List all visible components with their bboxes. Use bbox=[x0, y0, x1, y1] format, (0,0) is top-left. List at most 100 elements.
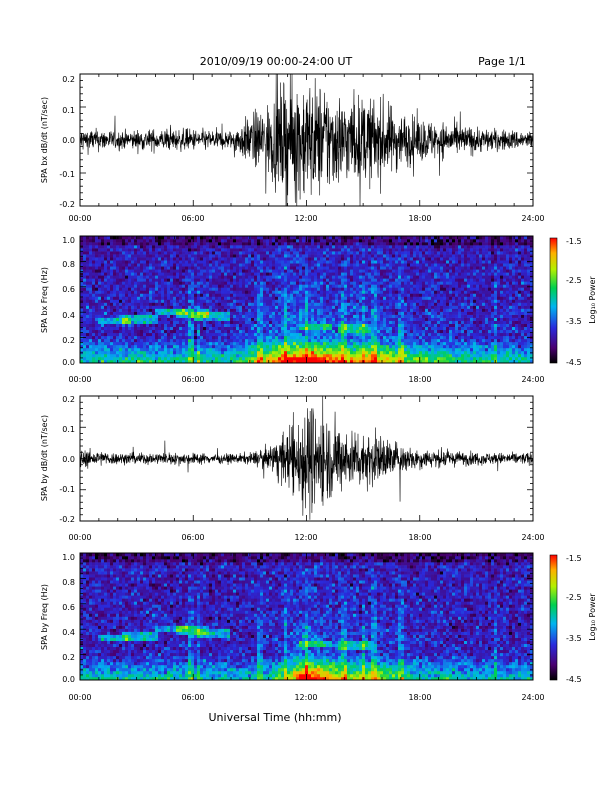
spectrogram-cell bbox=[227, 245, 231, 249]
spectrogram-cell bbox=[416, 251, 420, 255]
spectrogram-cell bbox=[278, 266, 282, 270]
spectrogram-cell bbox=[143, 326, 147, 331]
spectrogram-cell bbox=[332, 245, 336, 249]
spectrogram-cell bbox=[197, 293, 201, 297]
spectrogram-cell bbox=[143, 254, 147, 258]
spectrogram-cell bbox=[212, 302, 216, 306]
spectrogram-cell bbox=[230, 353, 234, 358]
spectrogram-cell bbox=[212, 308, 216, 312]
spectrogram-cell bbox=[101, 296, 105, 300]
spectrogram-cell bbox=[353, 326, 357, 331]
spectrogram-cell bbox=[269, 332, 273, 337]
spectrogram-cell bbox=[167, 248, 171, 252]
spectrogram-cell bbox=[233, 329, 237, 334]
spectrogram-cell bbox=[215, 239, 219, 243]
spectrogram-cell bbox=[170, 284, 174, 288]
spectrogram-cell bbox=[278, 287, 282, 291]
spectrogram-cell bbox=[173, 308, 177, 312]
spectrogram-cell bbox=[377, 305, 381, 309]
spectrogram-cell bbox=[281, 335, 285, 340]
spectrogram-cell bbox=[197, 281, 201, 285]
spectrogram-cell bbox=[140, 320, 144, 324]
spectrogram-cell bbox=[356, 242, 360, 246]
spectrogram-cell bbox=[80, 323, 84, 328]
spectrogram-cell bbox=[146, 305, 150, 309]
spectrogram-cell bbox=[407, 356, 411, 361]
spectrogram-cell bbox=[260, 272, 264, 276]
spectrogram-cell bbox=[329, 263, 333, 267]
spectrogram-cell bbox=[167, 326, 171, 331]
spectrogram-cell bbox=[266, 248, 270, 252]
spectrogram-cell bbox=[170, 296, 174, 300]
spectrogram-cell bbox=[80, 353, 84, 358]
spectrogram-cell bbox=[242, 242, 246, 246]
spectrogram-cell bbox=[182, 308, 186, 312]
spectrogram-cell bbox=[302, 329, 306, 334]
spectrogram-cell bbox=[341, 338, 345, 343]
spectrogram-cell bbox=[161, 326, 165, 331]
spectrogram-cell bbox=[377, 257, 381, 261]
spectrogram-cell bbox=[320, 317, 324, 321]
spectrogram-cell bbox=[224, 299, 228, 303]
spectrogram-cell bbox=[251, 314, 255, 318]
spectrogram-cell bbox=[146, 332, 150, 337]
spectrogram-cell bbox=[176, 287, 180, 291]
spectrogram-cell bbox=[122, 356, 126, 361]
spectrogram-cell bbox=[272, 266, 276, 270]
spectrogram-cell bbox=[233, 305, 237, 309]
spectrogram-cell bbox=[257, 266, 261, 270]
spectrogram-cell bbox=[383, 314, 387, 318]
spectrogram-cell bbox=[167, 242, 171, 246]
spectrogram-cell bbox=[419, 296, 423, 300]
spectrogram-cell bbox=[290, 254, 294, 258]
y-tick-label: 0.1 bbox=[62, 106, 75, 115]
spectrogram-cell bbox=[326, 320, 330, 324]
spectrogram-cell bbox=[323, 305, 327, 309]
spectrogram-cell bbox=[416, 323, 420, 328]
spectrogram-cell bbox=[266, 284, 270, 288]
spectrogram-cell bbox=[344, 266, 348, 270]
spectrogram-cell bbox=[155, 347, 159, 352]
spectrogram-cell bbox=[131, 284, 135, 288]
spectrogram-cell bbox=[353, 296, 357, 300]
spectrogram-cell bbox=[101, 335, 105, 340]
spectrogram-cell bbox=[305, 245, 309, 249]
spectrogram-cell bbox=[374, 251, 378, 255]
spectrogram-cell bbox=[152, 320, 156, 324]
spectrogram-cell bbox=[377, 245, 381, 249]
page-number: Page 1/1 bbox=[478, 55, 526, 68]
spectrogram-cell bbox=[323, 245, 327, 249]
spectrogram-cell bbox=[341, 242, 345, 246]
spectrogram-cell bbox=[293, 305, 297, 309]
spectrogram-cell bbox=[131, 335, 135, 340]
spectrogram-cell bbox=[401, 236, 405, 240]
spectrogram-cell bbox=[182, 326, 186, 331]
spectrogram-cell bbox=[119, 254, 123, 258]
spectrogram-cell bbox=[257, 245, 261, 249]
spectrogram-cell bbox=[257, 326, 261, 331]
spectrogram-cell bbox=[80, 269, 84, 273]
spectrogram-cell bbox=[302, 353, 306, 358]
spectrogram-cell bbox=[200, 323, 204, 328]
spectrogram-cell bbox=[83, 278, 87, 282]
spectrogram-cell bbox=[254, 290, 258, 294]
spectrogram-cell bbox=[335, 329, 339, 334]
spectrogram-cell bbox=[368, 290, 372, 294]
spectrogram-cell bbox=[266, 332, 270, 337]
spectrogram-cell bbox=[203, 293, 207, 297]
spectrogram-cell bbox=[383, 263, 387, 267]
spectrogram-cell bbox=[356, 257, 360, 261]
spectrogram-cell bbox=[404, 290, 408, 294]
spectrogram-cell bbox=[365, 263, 369, 267]
spectrogram-cell bbox=[143, 248, 147, 252]
spectrogram-cell bbox=[170, 293, 174, 297]
spectrogram-cell bbox=[209, 353, 213, 358]
spectrogram-cell bbox=[104, 335, 108, 340]
spectrogram-cell bbox=[281, 251, 285, 255]
spectrogram-cell bbox=[296, 317, 300, 321]
spectrogram-cell bbox=[191, 320, 195, 324]
spectrogram-cell bbox=[314, 344, 318, 349]
spectrogram-cell bbox=[257, 263, 261, 267]
spectrogram-cell bbox=[116, 284, 120, 288]
spectrogram-cell bbox=[308, 266, 312, 270]
